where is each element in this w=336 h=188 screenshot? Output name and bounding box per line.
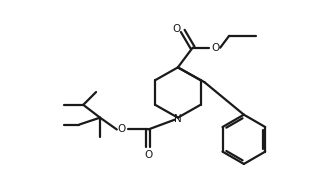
Text: O: O — [144, 150, 153, 160]
Text: O: O — [211, 43, 219, 53]
Text: O: O — [118, 124, 126, 134]
Text: O: O — [173, 24, 181, 34]
Text: N: N — [174, 114, 182, 124]
